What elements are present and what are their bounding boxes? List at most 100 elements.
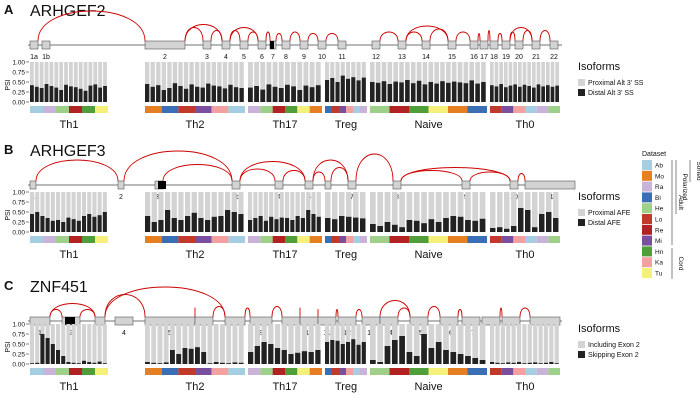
isoform-swatch: [578, 341, 585, 348]
psi-bar: [211, 85, 216, 102]
isoform-label: Distal Alt 3' SS: [588, 90, 634, 97]
dataset-strip-segment: [332, 236, 339, 243]
junction-arc: [312, 171, 326, 182]
psi-bar-bg: [399, 192, 405, 232]
legend-label: Tu: [655, 271, 663, 278]
psi-bar: [391, 224, 398, 232]
psi-bar: [518, 208, 524, 232]
psi-bar: [274, 219, 279, 232]
psi-bar: [490, 85, 494, 102]
exon-label: 17: [467, 330, 475, 337]
legend-swatch: [642, 246, 652, 257]
psi-bar-bg: [218, 192, 224, 232]
dataset-strip-segment: [161, 236, 179, 243]
legend-swatch: [642, 268, 652, 278]
psi-bar-bg: [353, 192, 359, 232]
psi-bar-bg: [532, 192, 538, 232]
dataset-strip-segment: [536, 368, 549, 375]
exon-label: 1a: [30, 54, 38, 61]
psi-bar-bg: [499, 62, 503, 102]
dataset-strip-segment: [228, 106, 245, 113]
psi-bar-bg: [157, 324, 163, 364]
exon-box: [114, 316, 134, 326]
psi-bar-bg: [158, 192, 164, 232]
psi-bar: [346, 342, 351, 364]
psi-bar: [200, 87, 205, 102]
psi-bar-bg: [538, 324, 543, 364]
psi-bar: [69, 86, 73, 102]
dataset-strip-segment: [448, 368, 468, 375]
psi-bar: [54, 87, 59, 102]
dataset-strip-segment: [353, 368, 360, 375]
psi-bar: [279, 217, 284, 232]
psi-bar-bg: [285, 62, 290, 102]
exon-box: [94, 316, 106, 326]
exon-label: 2: [119, 194, 123, 201]
dataset-strip-segment: [69, 106, 82, 113]
psi-bar-bg: [303, 62, 309, 102]
psi-bar-bg: [258, 192, 263, 232]
psi-bar-bg: [475, 62, 480, 102]
psi-bar: [226, 363, 232, 364]
psi-bar-bg: [508, 62, 513, 102]
psi-bar: [254, 86, 259, 102]
psi-bar: [88, 85, 93, 102]
psi-bar: [233, 87, 239, 102]
psi-bar: [225, 210, 231, 232]
psi-bar-bg: [413, 324, 420, 364]
psi-bar-bg: [399, 62, 404, 102]
legend-label: Ka: [655, 260, 663, 267]
legend-group-label: Adult: [677, 195, 684, 210]
dataset-strip-segment: [43, 236, 56, 243]
psi-bar-bg: [527, 62, 531, 102]
dataset-strip-segment: [389, 236, 409, 243]
dataset-strip-segment: [195, 106, 212, 113]
psi-bar-bg: [178, 192, 184, 232]
dataset-strip-segment: [467, 106, 487, 113]
psi-bar: [158, 220, 164, 232]
junction-arc: [289, 31, 301, 42]
psi-bar-bg: [291, 62, 296, 102]
psi-bar-bg: [39, 62, 44, 102]
psi-bar: [98, 87, 103, 102]
psi-bar: [490, 228, 496, 232]
dataset-strip-segment: [248, 236, 261, 243]
psi-bar: [332, 219, 338, 232]
exon-label: 3: [205, 54, 209, 61]
psi-bar: [50, 220, 55, 232]
dataset-strip-segment: [490, 236, 502, 243]
psi-bar: [238, 362, 244, 364]
psi-bar-bg: [191, 192, 197, 232]
exon-box: [257, 40, 267, 50]
psi-bar: [220, 362, 225, 364]
dataset-strip-segment: [325, 236, 332, 243]
dataset-strip-segment: [285, 236, 298, 243]
y-tick-label: 0.75: [12, 70, 25, 77]
legend-swatch: [642, 160, 652, 170]
junction-arc: [104, 294, 146, 318]
psi-bar-bg: [30, 192, 35, 232]
group-label: Th2: [186, 119, 205, 131]
psi-bar: [554, 363, 559, 364]
psi-bar: [300, 218, 305, 232]
psi-bar: [157, 363, 163, 364]
psi-bar: [543, 362, 549, 364]
psi-bar: [281, 350, 287, 364]
psi-bar: [351, 77, 356, 102]
psi-bar-bg: [66, 192, 71, 232]
psi-bar: [325, 218, 331, 232]
psi-bar-bg: [248, 324, 254, 364]
psi-bar-bg: [518, 62, 522, 102]
psi-bar-bg: [513, 62, 517, 102]
exon-box: [347, 180, 357, 190]
isoforms-title: Isoforms: [578, 323, 621, 335]
psi-bar: [309, 87, 315, 102]
dataset-strip-segment: [161, 106, 179, 113]
dataset-strip-segment: [513, 236, 525, 243]
psi-bar-bg: [522, 62, 527, 102]
psi-bar-bg: [309, 62, 315, 102]
psi-bar-bg: [370, 192, 376, 232]
psi-bar-bg: [92, 324, 97, 364]
psi-bar: [375, 82, 381, 102]
psi-bar-bg: [151, 324, 157, 364]
